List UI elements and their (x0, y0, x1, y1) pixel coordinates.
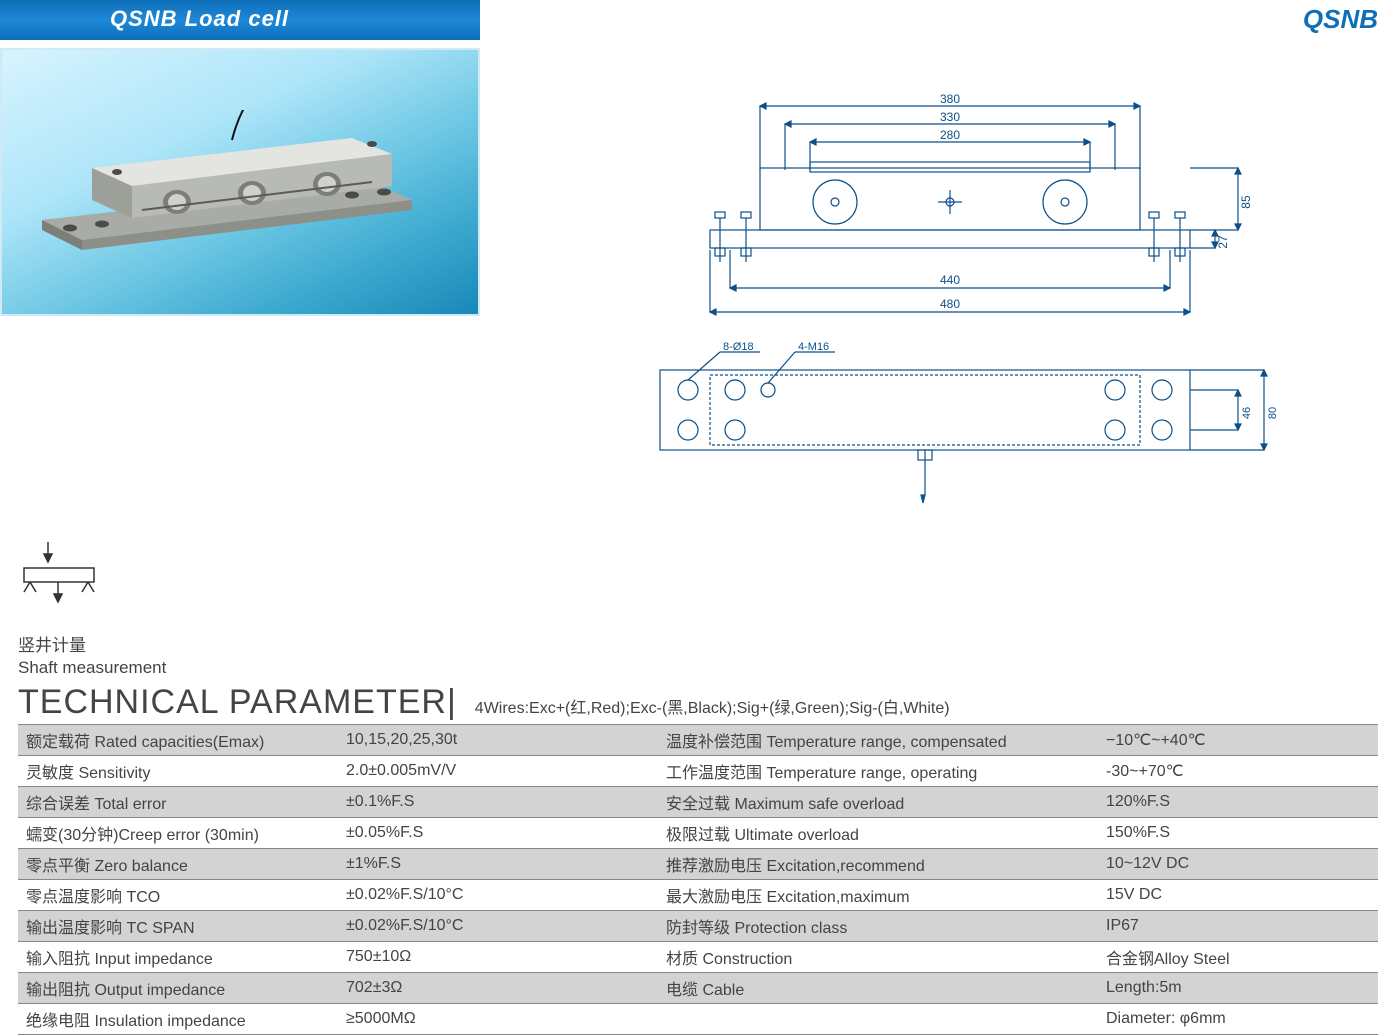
top-view-drawing: 8-Ø18 4-M16 46 80 (620, 340, 1290, 510)
brand-label: QSNB (1303, 4, 1378, 35)
table-row: 综合误差 Total error±0.1%F.S安全过载 Maximum saf… (18, 787, 1378, 818)
table-row: 输出阻抗 Output impedance702±3Ω电缆 CableLengt… (18, 973, 1378, 1004)
dim-380: 380 (940, 92, 960, 106)
table-cell: −10℃~+40℃ (1098, 725, 1378, 756)
application-cn: 竖井计量 (18, 635, 1400, 657)
tech-heading: TECHNICAL PARAMETER (18, 683, 447, 722)
table-cell: 蠕变(30分钟)Creep error (30min) (18, 818, 338, 849)
dim-27: 27 (1216, 235, 1230, 249)
table-cell: 输入阻抗 Input impedance (18, 942, 338, 973)
wires-note: 4Wires:Exc+(红,Red);Exc-(黑,Black);Sig+(绿,… (475, 694, 950, 718)
table-cell: IP67 (1098, 911, 1378, 942)
table-cell: ±0.02%F.S/10°C (338, 880, 658, 911)
table-cell: ±0.1%F.S (338, 787, 658, 818)
dim-280: 280 (940, 128, 960, 142)
table-cell: ±0.02%F.S/10°C (338, 911, 658, 942)
dim-46: 46 (1241, 407, 1253, 419)
table-row: 灵敏度 Sensitivity2.0±0.005mV/V工作温度范围 Tempe… (18, 756, 1378, 787)
front-view-drawing: 380 330 280 440 480 85 27 (620, 90, 1290, 340)
table-cell: 2.0±0.005mV/V (338, 756, 658, 787)
table-row: 蠕变(30分钟)Creep error (30min)±0.05%F.S极限过载… (18, 818, 1378, 849)
table-row: 绝缘电阻 Insulation impedance≥5000MΩ Diameter… (18, 1004, 1378, 1035)
table-cell: 额定载荷 Rated capacities(Emax) (18, 725, 338, 756)
table-cell: 综合误差 Total error (18, 787, 338, 818)
load-schematic (18, 540, 1400, 615)
dim-85: 85 (1239, 195, 1253, 209)
table-cell: 零点平衡 Zero balance (18, 849, 338, 880)
table-row: 零点平衡 Zero balance±1%F.S推荐激励电压 Excitation… (18, 849, 1378, 880)
table-cell: 输出温度影响 TC SPAN (18, 911, 338, 942)
table-cell: 灵敏度 Sensitivity (18, 756, 338, 787)
table-cell: 10~12V DC (1098, 849, 1378, 880)
callout-4-m16: 4-M16 (798, 341, 829, 353)
dim-330: 330 (940, 110, 960, 124)
table-cell: 温度补偿范围 Temperature range, compensated (658, 725, 1098, 756)
table-cell: ≥5000MΩ (338, 1004, 658, 1035)
table-cell: 120%F.S (1098, 787, 1378, 818)
table-cell: ±0.05%F.S (338, 818, 658, 849)
table-cell: 推荐激励电压 Excitation,recommend (658, 849, 1098, 880)
technical-drawings: 380 330 280 440 480 85 27 (620, 90, 1290, 510)
table-cell: 合金钢Alloy Steel (1098, 942, 1378, 973)
parameter-tbody: 额定载荷 Rated capacities(Emax)10,15,20,25,3… (18, 725, 1378, 1035)
table-cell: 最大激励电压 Excitation,maximum (658, 880, 1098, 911)
dim-440: 440 (940, 273, 960, 287)
table-cell: 15V DC (1098, 880, 1378, 911)
table-row: 输出温度影响 TC SPAN±0.02%F.S/10°C防封等级 Protect… (18, 911, 1378, 942)
table-cell: 绝缘电阻 Insulation impedance (18, 1004, 338, 1035)
application-note: 竖井计量 Shaft measurement (18, 635, 1400, 679)
table-cell: Length:5m (1098, 973, 1378, 1004)
table-cell: 零点温度影响 TCO (18, 880, 338, 911)
table-cell: 电缆 Cable (658, 973, 1098, 1004)
table-cell: 极限过载 Ultimate overload (658, 818, 1098, 849)
table-cell: 150%F.S (1098, 818, 1378, 849)
loadcell-illustration (42, 110, 422, 260)
table-cell (658, 1004, 1098, 1035)
table-cell: ±1%F.S (338, 849, 658, 880)
table-row: 零点温度影响 TCO±0.02%F.S/10°C最大激励电压 Excitatio… (18, 880, 1378, 911)
title-text: QSNB Load cell (110, 6, 289, 31)
table-cell: 10,15,20,25,30t (338, 725, 658, 756)
table-cell: 工作温度范围 Temperature range, operating (658, 756, 1098, 787)
title-bar: QSNB Load cell (0, 0, 480, 40)
dim-80: 80 (1267, 407, 1279, 419)
parameter-table: 额定载荷 Rated capacities(Emax)10,15,20,25,3… (18, 724, 1378, 1035)
callout-8-d18: 8-Ø18 (723, 341, 754, 353)
product-photo (0, 48, 480, 316)
table-cell: 材质 Construction (658, 942, 1098, 973)
table-cell: 702±3Ω (338, 973, 658, 1004)
table-cell: 输出阻抗 Output impedance (18, 973, 338, 1004)
table-cell: 750±10Ω (338, 942, 658, 973)
application-en: Shaft measurement (18, 657, 1400, 679)
table-cell: Diameter: φ6mm (1098, 1004, 1378, 1035)
table-row: 输入阻抗 Input impedance750±10Ω材质 Constructi… (18, 942, 1378, 973)
tech-header: TECHNICAL PARAMETER| 4Wires:Exc+(红,Red);… (18, 683, 1400, 722)
dim-480: 480 (940, 297, 960, 311)
table-cell: -30~+70℃ (1098, 756, 1378, 787)
table-cell: 防封等级 Protection class (658, 911, 1098, 942)
table-row: 额定载荷 Rated capacities(Emax)10,15,20,25,3… (18, 725, 1378, 756)
top-row: 380 330 280 440 480 85 27 (0, 40, 1400, 510)
table-cell: 安全过载 Maximum safe overload (658, 787, 1098, 818)
